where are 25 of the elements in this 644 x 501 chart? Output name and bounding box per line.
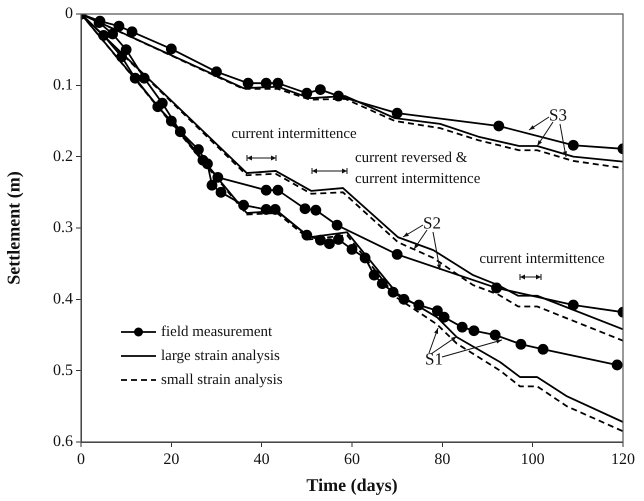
x-tick-label: 20 [163, 450, 180, 468]
y-tick-label: 0.4 [53, 290, 73, 308]
annotation: S2 [423, 213, 441, 232]
x-tick-label: 100 [520, 450, 545, 468]
y-tick-label: 0.2 [53, 148, 73, 165]
x-tick-label: 40 [254, 450, 270, 468]
y-axis-title: Settlement (m) [3, 171, 24, 285]
x-tick-label: 60 [344, 450, 360, 468]
x-axis-title: Time (days) [306, 474, 398, 495]
annotation: current reversed & current intermittence [355, 150, 481, 187]
x-tick-label: 120 [611, 450, 635, 468]
x-tick-label: 0 [77, 450, 85, 468]
y-tick-label: 0.1 [53, 76, 73, 94]
annotation: current intermittence [231, 126, 358, 142]
y-tick-label: 0 [65, 5, 73, 22]
annotation: current intermittence [479, 250, 606, 267]
y-tick-label: 0.5 [53, 362, 73, 379]
legend-label: large strain analysis [161, 348, 280, 364]
legend-label: field measurement [161, 324, 274, 340]
legend-label: small strain analysis [161, 372, 283, 388]
annotation: S1 [425, 349, 443, 368]
y-tick-label: 0.6 [53, 433, 73, 450]
annotation: S3 [549, 105, 567, 124]
y-tick-label: 0.3 [53, 219, 73, 236]
x-tick-label: 80 [434, 450, 450, 468]
